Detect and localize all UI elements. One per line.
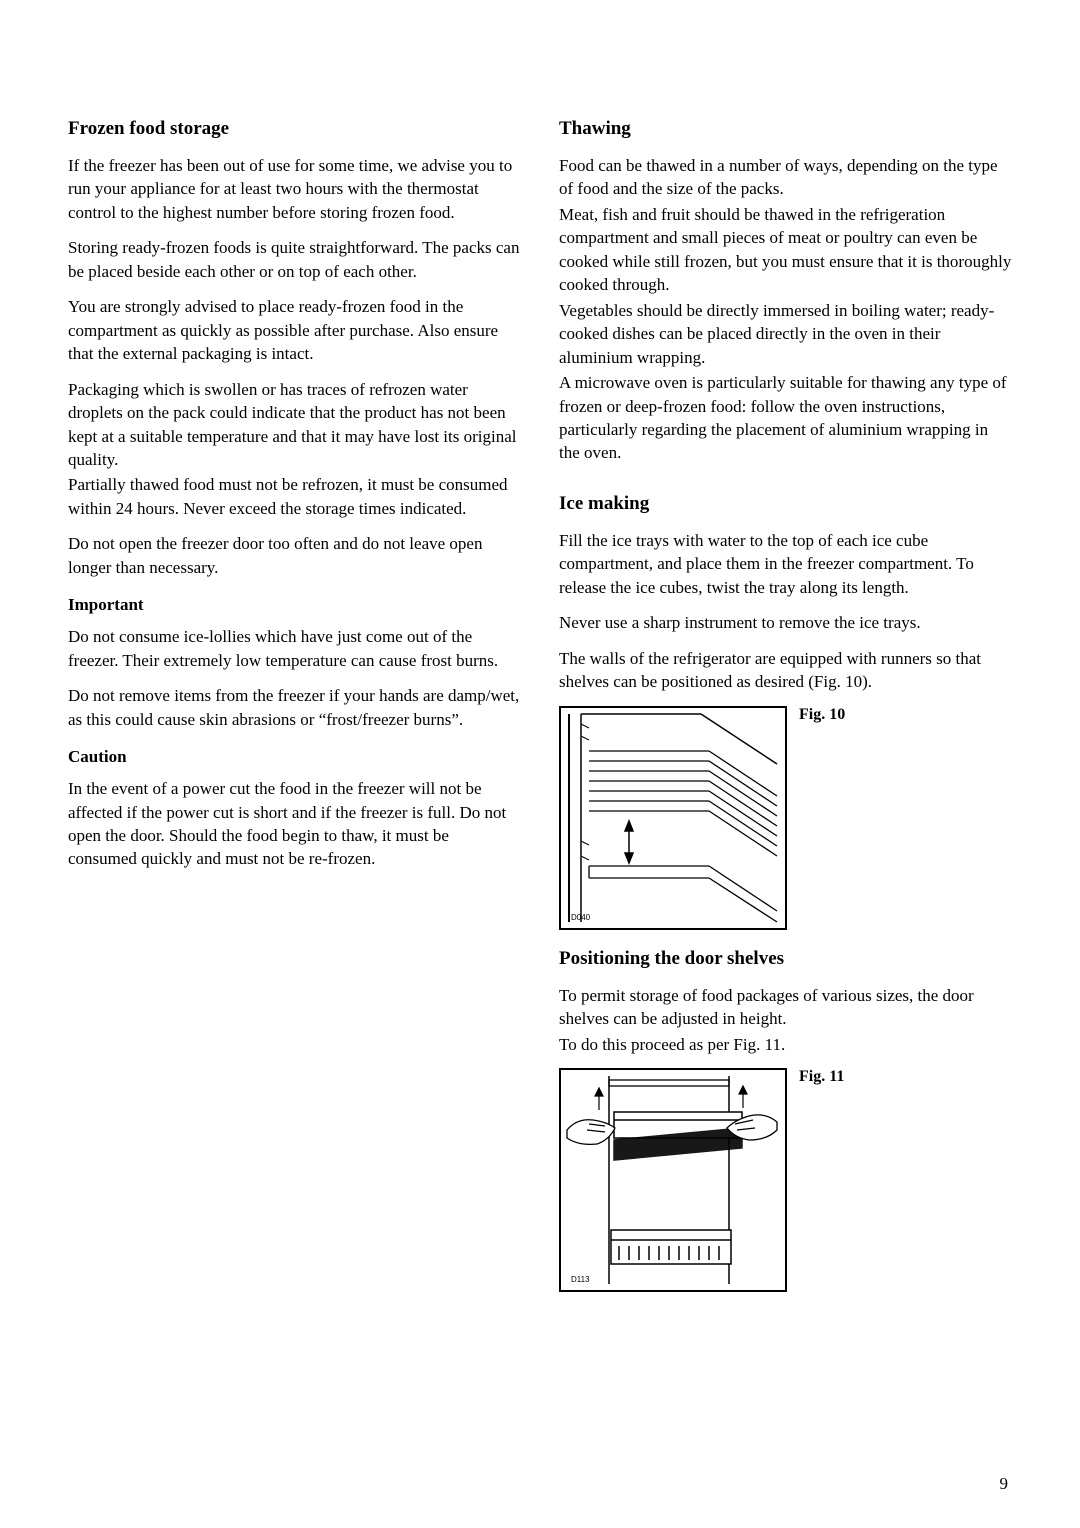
right-column: Thawing Food can be thawed in a number o… — [559, 118, 1012, 1310]
heading-caution: Caution — [68, 747, 521, 767]
paragraph: To do this proceed as per Fig. 11. — [559, 1033, 1012, 1056]
paragraph: Packaging which is swollen or has traces… — [68, 378, 521, 472]
page-number: 9 — [1000, 1474, 1009, 1494]
paragraph: Do not remove items from the freezer if … — [68, 684, 521, 731]
heading-positioning-door-shelves: Positioning the door shelves — [559, 948, 1012, 970]
paragraph: Meat, fish and fruit should be thawed in… — [559, 203, 1012, 297]
left-column: Frozen food storage If the freezer has b… — [68, 118, 521, 1310]
figure-11: D113 Fig. 11 — [559, 1068, 1012, 1292]
paragraph: Never use a sharp instrument to remove t… — [559, 611, 1012, 634]
paragraph: Do not consume ice-lollies which have ju… — [68, 625, 521, 672]
shelf-diagram-icon: D040 — [559, 706, 787, 930]
heading-ice-making: Ice making — [559, 493, 1012, 515]
paragraph: To permit storage of food packages of va… — [559, 984, 1012, 1031]
heading-important: Important — [68, 595, 521, 615]
paragraph: You are strongly advised to place ready-… — [68, 295, 521, 365]
figure-code: D040 — [571, 913, 591, 922]
figure-10-label: Fig. 10 — [799, 706, 845, 724]
heading-thawing: Thawing — [559, 118, 1012, 140]
paragraph: Fill the ice trays with water to the top… — [559, 529, 1012, 599]
paragraph: A microwave oven is particularly suitabl… — [559, 371, 1012, 465]
paragraph: Vegetables should be directly immersed i… — [559, 299, 1012, 369]
paragraph: Food can be thawed in a number of ways, … — [559, 154, 1012, 201]
door-shelf-diagram-icon: D113 — [559, 1068, 787, 1292]
figure-10: D040 Fig. 10 — [559, 706, 1012, 930]
two-column-layout: Frozen food storage If the freezer has b… — [68, 118, 1012, 1310]
paragraph: If the freezer has been out of use for s… — [68, 154, 521, 224]
figure-11-label: Fig. 11 — [799, 1068, 844, 1086]
paragraph: In the event of a power cut the food in … — [68, 777, 521, 871]
figure-code: D113 — [571, 1275, 590, 1284]
paragraph: Storing ready-frozen foods is quite stra… — [68, 236, 521, 283]
paragraph: Do not open the freezer door too often a… — [68, 532, 521, 579]
paragraph: Partially thawed food must not be refroz… — [68, 473, 521, 520]
paragraph: The walls of the refrigerator are equipp… — [559, 647, 1012, 694]
heading-frozen-food-storage: Frozen food storage — [68, 118, 521, 140]
